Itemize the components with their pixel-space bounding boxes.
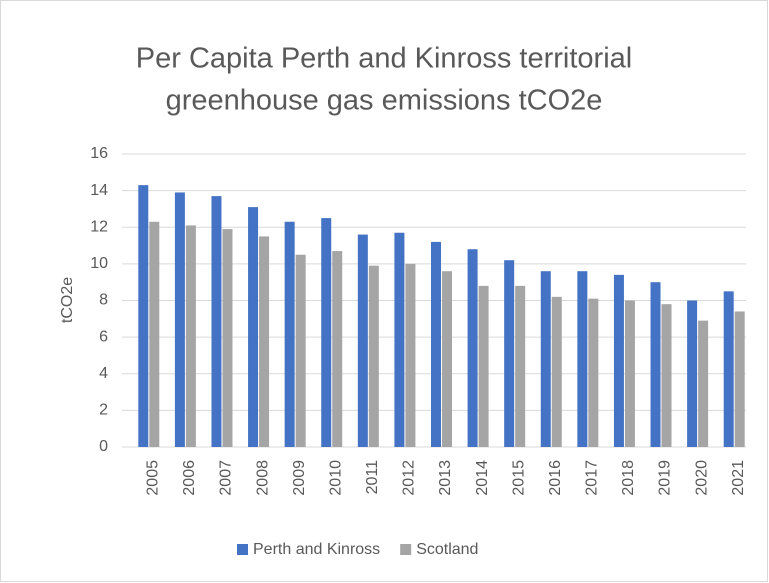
x-tick-label: 2016 [547, 460, 564, 496]
bar [698, 320, 709, 447]
bar [138, 185, 149, 447]
bar [467, 249, 478, 447]
y-tick-label: 14 [90, 182, 108, 199]
x-tick-label: 2020 [693, 460, 710, 496]
x-tick-label: 2006 [181, 460, 198, 496]
x-tick-label: 2012 [401, 460, 418, 496]
bar [332, 251, 343, 447]
y-tick-label: 0 [99, 438, 108, 455]
bar [431, 241, 441, 447]
chart-title: Per Capita Perth and Kinross territorial [136, 43, 632, 75]
y-tick-label: 2 [99, 402, 108, 419]
bar [577, 271, 588, 447]
bar [723, 291, 734, 447]
bar [222, 229, 233, 447]
bar [515, 285, 526, 447]
bar [149, 221, 160, 447]
y-tick-label: 12 [90, 218, 108, 235]
x-tick-label: 2018 [620, 460, 637, 496]
bar [211, 196, 222, 447]
bar [394, 232, 405, 447]
legend-swatch [400, 544, 412, 555]
x-tick-label: 2007 [218, 460, 235, 496]
legend-label: Scotland [416, 541, 478, 558]
bar [540, 271, 551, 447]
x-tick-label: 2013 [437, 460, 454, 496]
chart-title: greenhouse gas emissions tCO2e [166, 85, 603, 117]
bar [613, 274, 624, 447]
bar [405, 263, 416, 447]
y-tick-label: 10 [90, 255, 108, 272]
x-tick-label: 2005 [145, 460, 162, 496]
bar [284, 221, 295, 447]
x-tick-label: 2008 [254, 460, 271, 496]
bar [321, 218, 332, 447]
x-tick-label: 2019 [657, 460, 674, 496]
x-tick-label: 2011 [364, 460, 381, 495]
x-tick-label: 2017 [584, 460, 601, 496]
bar [295, 254, 306, 447]
bar [259, 236, 270, 447]
legend-swatch [237, 544, 248, 555]
bar [174, 192, 185, 447]
bar [624, 300, 635, 447]
bar [504, 260, 515, 447]
bar [248, 207, 259, 447]
bar [661, 304, 672, 447]
x-tick-label: 2009 [291, 460, 308, 496]
x-tick-label: 2010 [327, 460, 344, 496]
bar [687, 300, 698, 447]
bar [650, 282, 661, 447]
y-axis-label: tCO2e [59, 277, 76, 323]
bar [551, 296, 562, 447]
x-tick-label: 2015 [510, 460, 527, 496]
bar [588, 298, 599, 447]
y-tick-label: 16 [90, 145, 108, 162]
bar [478, 285, 489, 447]
y-tick-label: 6 [99, 328, 108, 345]
x-tick-label: 2021 [730, 460, 747, 496]
y-tick-label: 4 [99, 365, 108, 382]
bar [357, 234, 368, 447]
bar [734, 311, 745, 447]
y-tick-label: 8 [99, 292, 108, 309]
bar [442, 271, 452, 447]
x-tick-label: 2014 [474, 460, 491, 496]
legend-label: Perth and Kinross [253, 541, 380, 558]
bar [185, 225, 196, 447]
bar [368, 265, 379, 447]
